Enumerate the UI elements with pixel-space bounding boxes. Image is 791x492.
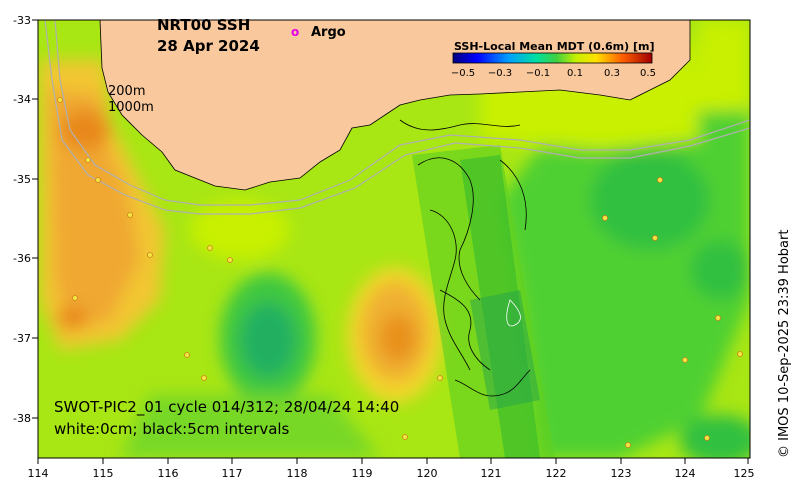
- y-tick-label: -36: [13, 252, 31, 265]
- isobaths: [44, 20, 750, 215]
- swot-pass-info: SWOT-PIC2_01 cycle 014/312; 28/04/24 14:…: [54, 398, 400, 416]
- isobath-label-200m: 200m: [108, 84, 146, 99]
- x-axis: 114 115 116 117 118 119 120 121 122 123 …: [28, 458, 755, 480]
- x-tick-label: 119: [352, 467, 373, 480]
- y-tick-label: -35: [13, 173, 31, 186]
- x-tick-label: 115: [93, 467, 114, 480]
- y-tick-label: -34: [13, 93, 31, 106]
- y-axis: -33 -34 -35 -36 -37 -38: [13, 14, 38, 425]
- colorbar-tick: −0.3: [488, 68, 512, 79]
- x-tick-label: 117: [222, 467, 243, 480]
- isobath-label-1000m: 1000m: [108, 100, 154, 115]
- x-tick-label: 122: [546, 467, 567, 480]
- argo-legend-icon: o: [291, 25, 300, 39]
- colorbar-tick: 0.3: [604, 68, 620, 79]
- colorbar-tick: −0.5: [451, 68, 475, 79]
- x-tick-label: 116: [158, 467, 179, 480]
- x-tick-label: 123: [611, 467, 632, 480]
- swot-swath: [412, 145, 555, 458]
- x-tick-label: 121: [481, 467, 502, 480]
- y-tick-label: -37: [13, 332, 31, 345]
- argo-floats: [57, 97, 743, 448]
- colorbar-title: SSH-Local Mean MDT (0.6m) [m]: [454, 40, 655, 53]
- x-tick-label: 125: [734, 467, 755, 480]
- x-tick-label: 114: [28, 467, 49, 480]
- map-title: NRT00 SSH: [157, 16, 251, 34]
- x-tick-label: 124: [675, 467, 696, 480]
- colorbar-tick: 0.5: [640, 68, 656, 79]
- argo-legend-label: Argo: [311, 25, 346, 40]
- copyright-notice: © IMOS 10-Sep-2025 23:39 Hobart: [777, 229, 791, 458]
- contour-info: white:0cm; black:5cm intervals: [54, 420, 290, 438]
- x-tick-label: 120: [417, 467, 438, 480]
- colorbar-ticks: −0.5 −0.3 −0.1 0.1 0.3 0.5: [451, 68, 656, 79]
- plot-frame: [37, 19, 751, 459]
- ssh-contours: [399, 119, 531, 397]
- map-date: 28 Apr 2024: [157, 37, 260, 55]
- x-tick-label: 118: [287, 467, 308, 480]
- colorbar-tick: −0.1: [526, 68, 550, 79]
- y-tick-label: -38: [13, 412, 31, 425]
- ssh-field: [38, 20, 750, 458]
- y-tick-label: -33: [13, 14, 31, 27]
- colorbar-tick: 0.1: [567, 68, 583, 79]
- colorbar: [452, 52, 653, 64]
